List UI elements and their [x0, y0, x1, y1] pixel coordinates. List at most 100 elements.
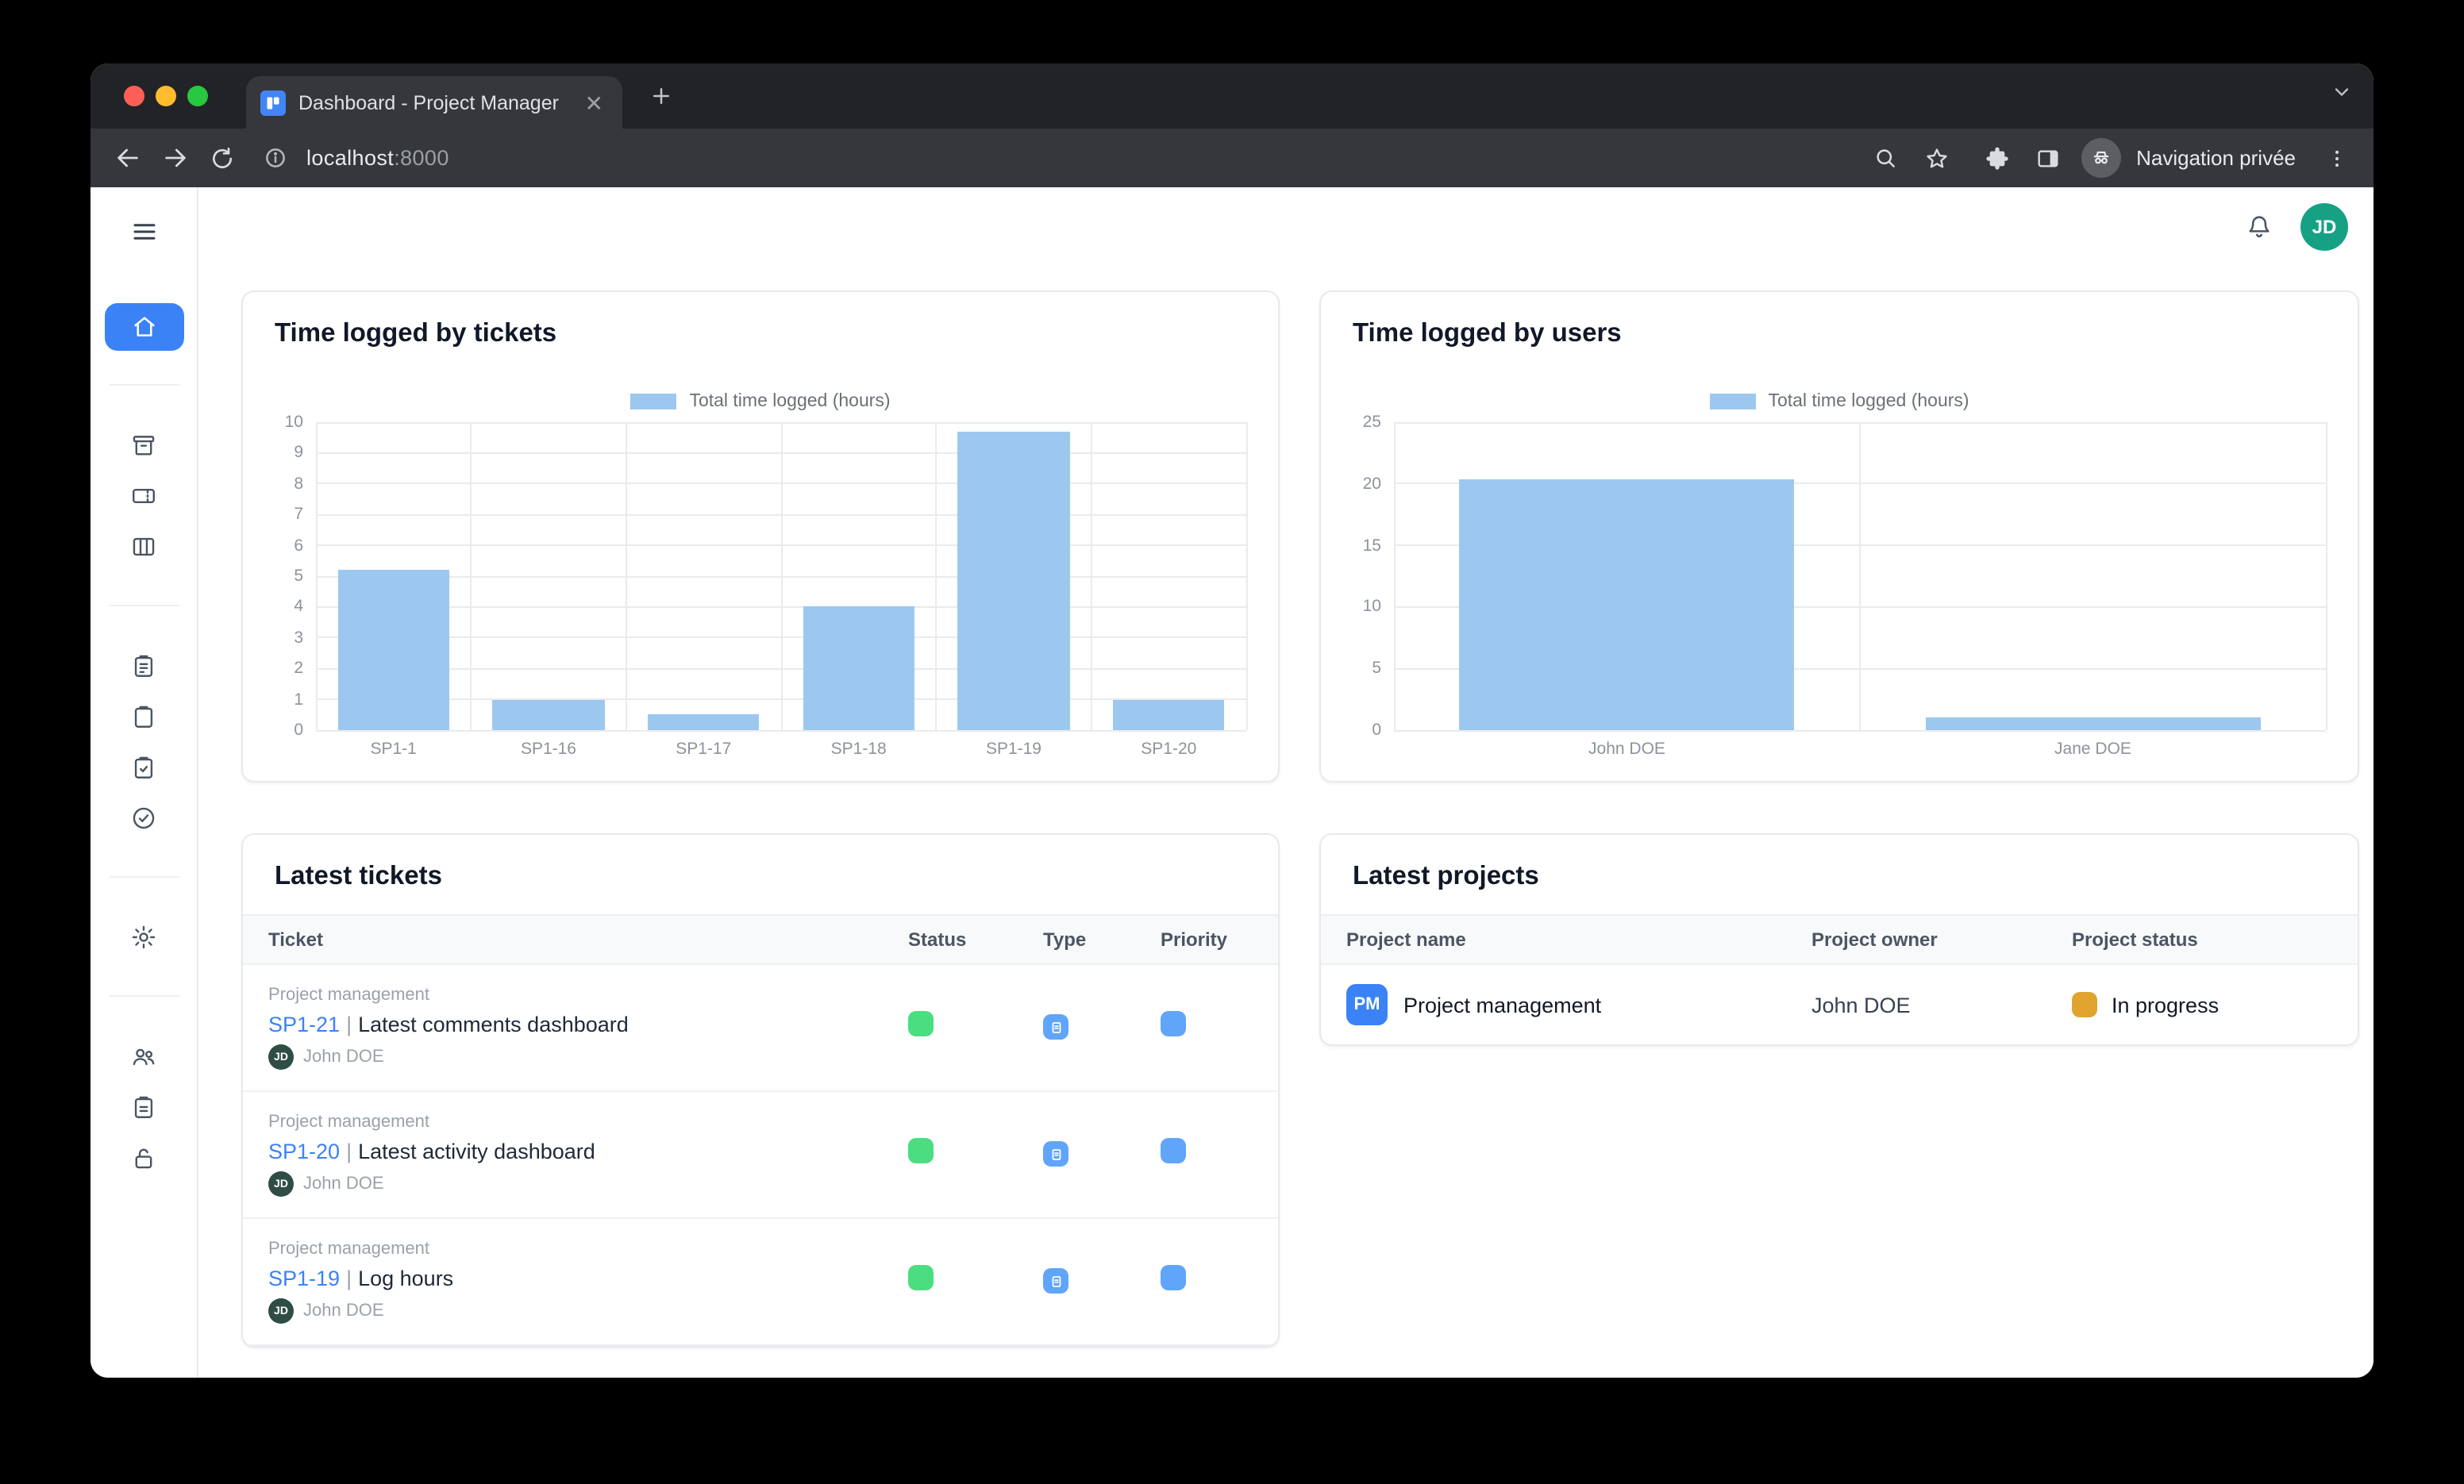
tab-close-icon[interactable]: ✕ [584, 90, 603, 115]
menu-toggle-button[interactable] [123, 211, 164, 252]
column-header: Project owner [1811, 928, 1938, 951]
time-by-users-card: Time logged by users Total time logged (… [1319, 290, 2359, 782]
address-bar[interactable]: localhost:8000 [257, 134, 1860, 182]
window-close-button[interactable] [124, 86, 144, 106]
sidebar-item-home[interactable] [104, 303, 183, 351]
sidebar-item-check-circle-icon[interactable] [123, 797, 164, 838]
table-header: Project name Project owner Project statu… [1321, 914, 2358, 965]
y-tick-label: 5 [294, 567, 303, 586]
assignee-avatar: JD [268, 1171, 294, 1197]
sidebar-item-archive-icon[interactable] [123, 424, 164, 465]
y-axis-labels: 0 1 2 3 4 5 6 7 8 9 10 [275, 413, 316, 740]
project-name[interactable]: Project management [1403, 993, 1602, 1017]
ticket-project: Project management [268, 1113, 429, 1132]
browser-menu-icon[interactable] [2315, 136, 2359, 180]
sidebar-item-clipboard-check-icon[interactable] [123, 746, 164, 787]
reload-button[interactable] [200, 136, 244, 180]
y-tick-label: 10 [1362, 597, 1381, 617]
gridline-vertical [315, 422, 317, 730]
ticket-row: Project management SP1-21 | Latest comment… [243, 965, 1278, 1092]
plot-area [315, 421, 1247, 731]
x-axis-labels: SP1-1 SP1-16 SP1-17 SP1-18 SP1-19 SP1-20 [316, 730, 1246, 759]
sidebar-item-lock-icon[interactable] [123, 1136, 164, 1178]
tickets-bar-chart: Total time logged (hours) 0 1 2 3 4 5 6 7 8 9 10 S… [243, 392, 1278, 759]
toolbar-actions: Navigation privée [1863, 136, 2359, 180]
gridline-vertical [1859, 422, 1861, 730]
chart-bar [1459, 479, 1795, 730]
side-panel-icon[interactable] [2025, 136, 2069, 180]
window-zoom-button[interactable] [187, 86, 208, 106]
tab-search-chevron-icon[interactable] [2331, 81, 2353, 111]
column-header: Status [908, 928, 967, 951]
card-title: Latest tickets [275, 862, 442, 890]
sidebar-item-kanban-icon[interactable] [123, 525, 164, 567]
gridline-vertical [1393, 422, 1395, 730]
priority-badge [1161, 1138, 1186, 1163]
x-tick-label: SP1-19 [985, 740, 1041, 759]
priority-badge [1161, 1011, 1186, 1036]
ticket-title: Log hours [358, 1267, 454, 1290]
latest-projects-card: Latest projects Project name Project own… [1319, 833, 2359, 1046]
plot-area [1393, 421, 2327, 731]
back-button[interactable] [105, 136, 149, 180]
y-tick-label: 6 [294, 536, 303, 556]
chart-bar [1113, 699, 1225, 730]
chart-bar [492, 699, 605, 730]
card-title: Latest projects [1353, 862, 1539, 890]
time-by-tickets-card: Time logged by tickets Total time logged… [241, 290, 1280, 782]
sidebar-item-ticket-icon[interactable] [123, 475, 164, 516]
ticket-key-link[interactable]: SP1-21 [268, 1013, 341, 1036]
ticket-project: Project management [268, 1240, 429, 1259]
chart-bar [1925, 717, 2261, 730]
extensions-icon[interactable] [1974, 136, 2019, 180]
browser-tab[interactable]: Dashboard - Project Manager ✕ [246, 76, 622, 129]
gridline-vertical [1245, 422, 1247, 730]
url-text: localhost:8000 [306, 146, 449, 170]
y-tick-label: 1 [294, 690, 303, 709]
ticket-title: Latest activity dashboard [358, 1140, 595, 1163]
ticket-key-link[interactable]: SP1-20 [268, 1140, 341, 1163]
window-controls [90, 86, 208, 106]
column-header: Priority [1161, 928, 1228, 951]
ticket-row: Project management SP1-19 | Log hours JD Jo… [243, 1219, 1278, 1346]
page-header: JD [198, 187, 2374, 267]
sidebar-item-clipboard-report-icon[interactable] [123, 1086, 164, 1127]
legend-label: Total time logged (hours) [1768, 392, 1969, 411]
ticket-separator: | [346, 1140, 352, 1163]
tab-favicon-icon [260, 90, 286, 115]
ticket-key-link[interactable]: SP1-19 [268, 1267, 341, 1290]
notifications-bell-icon[interactable] [2239, 206, 2280, 248]
assignee-avatar: JD [268, 1298, 294, 1324]
status-badge [908, 1265, 934, 1290]
browser-window: Dashboard - Project Manager ✕ [90, 63, 2374, 1378]
gridline-vertical [625, 422, 627, 730]
sidebar-item-users-icon[interactable] [123, 1035, 164, 1076]
user-avatar[interactable]: JD [2300, 203, 2348, 251]
sidebar-divider [109, 995, 179, 997]
ticket-separator: | [346, 1267, 352, 1290]
assignee-name: John DOE [303, 1301, 384, 1321]
new-tab-button[interactable] [638, 74, 683, 118]
ticket-row: Project management SP1-20 | Latest activit… [243, 1092, 1278, 1219]
incognito-icon [2081, 138, 2121, 178]
forward-button[interactable] [152, 136, 197, 180]
dashboard: Time logged by tickets Total time logged… [198, 267, 2374, 1378]
sidebar-item-clipboard-icon[interactable] [123, 695, 164, 736]
y-tick-label: 8 [294, 474, 303, 494]
gridline-vertical [935, 422, 937, 730]
y-tick-label: 5 [1372, 659, 1381, 679]
sidebar-item-clipboard-list-icon[interactable] [123, 644, 164, 686]
sidebar-item-settings-icon[interactable] [123, 916, 164, 957]
legend-label: Total time logged (hours) [689, 392, 891, 411]
bookmark-star-icon[interactable] [1914, 136, 1958, 180]
y-tick-label: 3 [294, 628, 303, 648]
assignee-avatar: JD [268, 1044, 294, 1070]
project-badge: PM [1346, 984, 1388, 1025]
gridline-vertical [780, 422, 782, 730]
window-minimize-button[interactable] [156, 86, 176, 106]
x-tick-label: SP1-18 [830, 740, 887, 759]
search-icon[interactable] [1863, 136, 1908, 180]
site-info-icon[interactable] [257, 140, 292, 175]
project-owner: John DOE [1811, 993, 1911, 1017]
